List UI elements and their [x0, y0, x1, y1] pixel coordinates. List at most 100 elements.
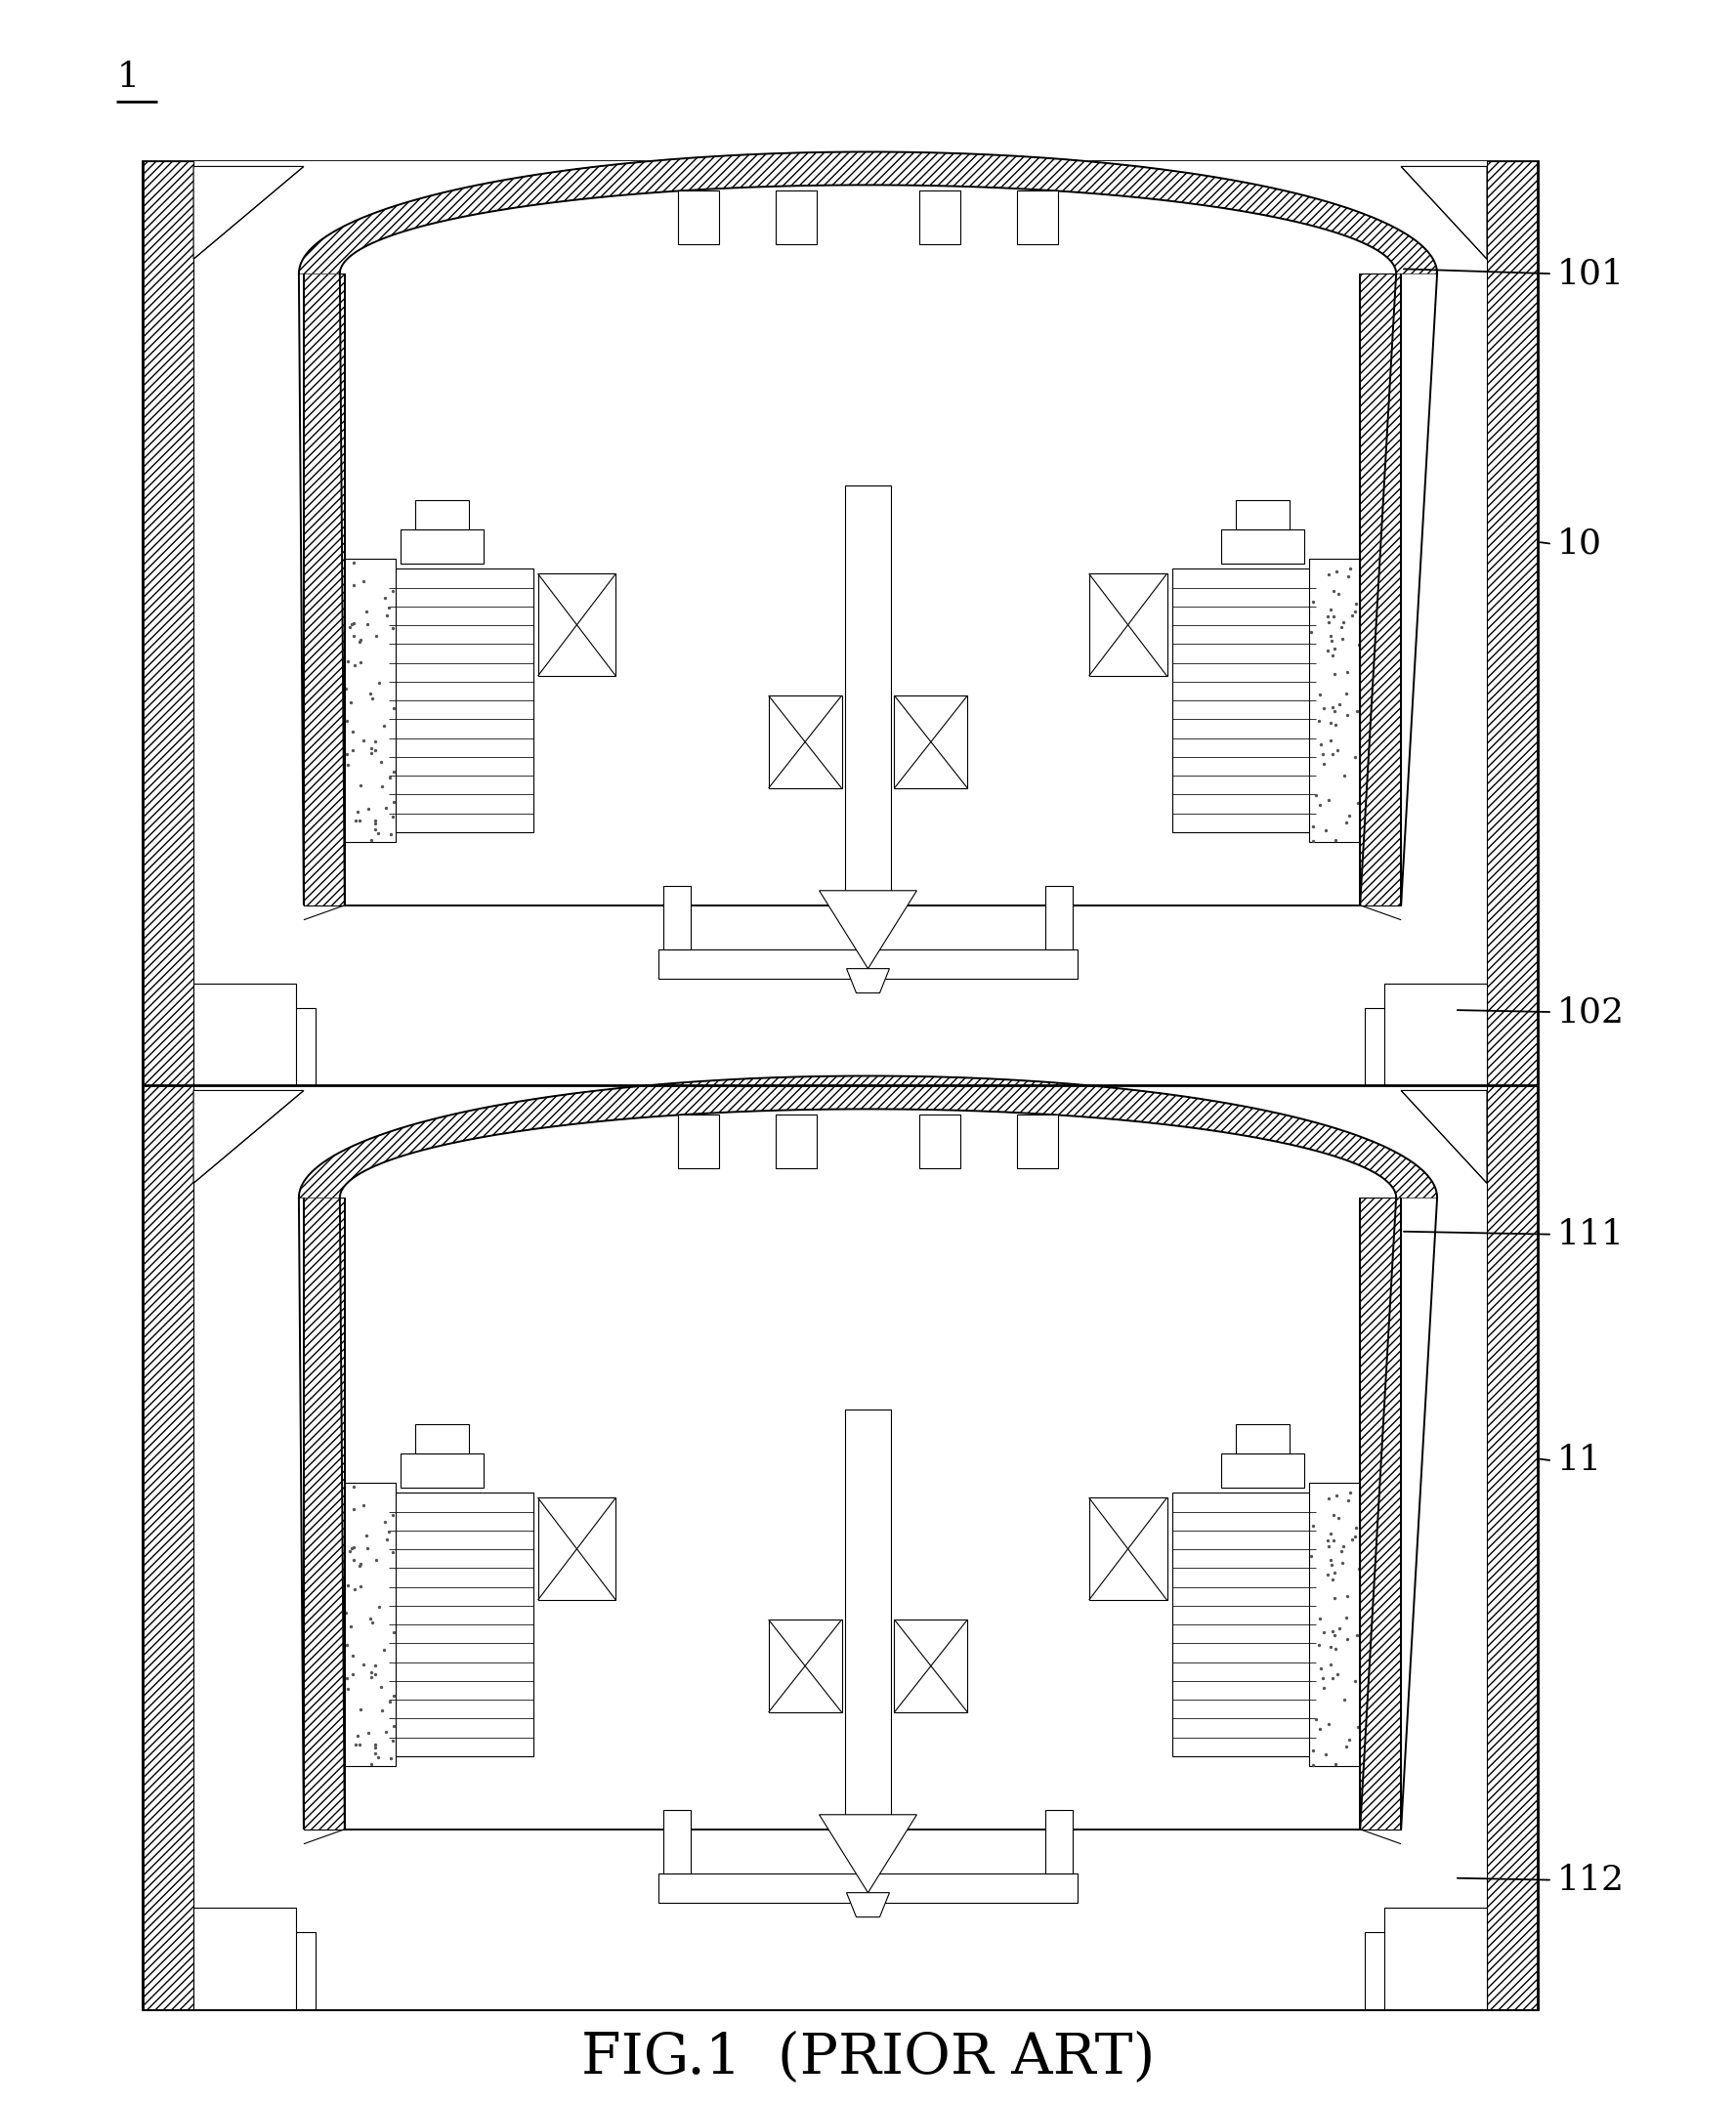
Bar — [1309, 1483, 1359, 1765]
Point — [1330, 1530, 1358, 1563]
Point — [361, 804, 389, 837]
Point — [1337, 1477, 1364, 1511]
Point — [344, 1719, 372, 1753]
Point — [1318, 1662, 1345, 1696]
Point — [1297, 614, 1325, 648]
Text: 102: 102 — [1557, 995, 1625, 1029]
Bar — [1045, 886, 1073, 949]
Point — [1332, 806, 1359, 839]
Point — [378, 574, 406, 608]
Point — [358, 1748, 385, 1782]
Point — [1338, 1523, 1366, 1557]
Point — [1332, 1601, 1359, 1635]
Point — [1344, 1711, 1371, 1744]
Point — [1338, 600, 1366, 633]
Point — [1309, 1671, 1337, 1704]
Point — [1326, 688, 1354, 722]
Point — [1307, 728, 1335, 762]
Point — [378, 612, 406, 646]
Point — [1342, 595, 1370, 629]
Point — [378, 1536, 406, 1570]
Point — [345, 804, 373, 837]
Bar — [1172, 568, 1316, 831]
Text: 111: 111 — [1557, 1218, 1625, 1252]
Point — [1302, 778, 1330, 812]
Point — [372, 791, 399, 825]
Point — [1311, 1738, 1338, 1772]
Point — [1321, 656, 1349, 690]
Point — [361, 1727, 389, 1761]
Point — [1319, 640, 1347, 673]
Point — [333, 1628, 361, 1662]
Point — [1307, 1652, 1335, 1685]
Point — [1342, 1664, 1370, 1698]
Point — [370, 709, 398, 743]
Point — [345, 1727, 373, 1761]
Point — [372, 1715, 399, 1748]
Point — [340, 606, 368, 640]
Point — [1326, 1612, 1354, 1645]
Point — [1323, 823, 1351, 856]
Bar — [1309, 560, 1359, 842]
Bar — [142, 162, 1538, 2009]
Point — [361, 619, 389, 652]
Point — [358, 1660, 385, 1694]
Point — [333, 1660, 361, 1694]
Bar — [658, 949, 1078, 978]
Bar — [658, 1873, 1078, 1902]
Point — [1314, 1708, 1342, 1742]
Point — [1318, 739, 1345, 772]
Point — [1316, 724, 1344, 757]
Point — [1314, 1559, 1342, 1593]
Point — [366, 667, 394, 701]
Point — [378, 800, 406, 833]
Polygon shape — [1401, 1090, 1488, 1182]
Point — [380, 692, 408, 726]
Point — [1318, 1517, 1345, 1551]
Point — [1311, 692, 1338, 726]
Bar — [345, 560, 396, 842]
Point — [1323, 1633, 1351, 1666]
Point — [1330, 1683, 1358, 1717]
Bar — [1017, 1115, 1059, 1168]
Point — [1335, 800, 1363, 833]
Point — [1316, 707, 1344, 741]
Point — [377, 1685, 404, 1719]
Bar — [1359, 1197, 1401, 1828]
Point — [1314, 558, 1342, 591]
Point — [1345, 1553, 1373, 1586]
Point — [345, 1694, 373, 1727]
Point — [1299, 810, 1326, 844]
Point — [1323, 555, 1351, 589]
Point — [361, 1542, 389, 1576]
Point — [345, 623, 373, 656]
Bar — [389, 568, 533, 831]
Point — [358, 736, 385, 770]
Bar — [304, 1197, 345, 1828]
Point — [378, 1723, 406, 1757]
Point — [340, 1492, 368, 1525]
Point — [1319, 574, 1347, 608]
Point — [1323, 1746, 1351, 1780]
Bar — [415, 1424, 469, 1454]
Bar — [142, 162, 193, 1086]
Point — [365, 816, 392, 850]
Point — [1318, 625, 1345, 659]
Point — [1309, 747, 1337, 781]
Point — [359, 682, 387, 715]
Bar — [1385, 983, 1488, 1086]
Point — [366, 745, 394, 778]
Bar — [1359, 274, 1401, 905]
Point — [378, 1498, 406, 1532]
Point — [332, 671, 359, 705]
Point — [339, 1532, 366, 1565]
Point — [380, 785, 408, 818]
Point — [368, 1694, 396, 1727]
Text: 1: 1 — [116, 61, 139, 93]
Point — [1328, 1534, 1356, 1567]
Point — [337, 686, 365, 720]
Point — [1305, 787, 1333, 821]
Point — [351, 1488, 378, 1521]
Point — [332, 1595, 359, 1628]
Bar — [389, 1494, 533, 1757]
